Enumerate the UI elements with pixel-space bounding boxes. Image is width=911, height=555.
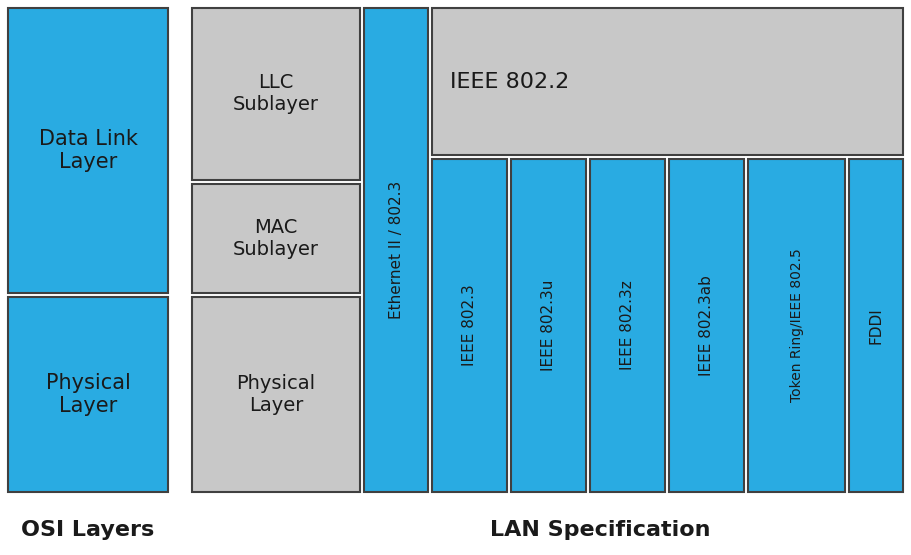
Bar [8,8,168,293]
Text: IEEE 802.3: IEEE 802.3 [462,285,477,366]
Text: Data Link
Layer: Data Link Layer [38,129,138,172]
Text: IEEE 802.3u: IEEE 802.3u [541,280,556,371]
Text: LAN Specification: LAN Specification [490,520,711,540]
Text: Ethernet II / 802.3: Ethernet II / 802.3 [388,181,404,319]
Text: IEEE 802.2: IEEE 802.2 [450,72,569,92]
Text: Physical
Layer: Physical Layer [237,374,315,415]
Bar [748,159,845,492]
Bar [849,159,903,492]
Text: Physical
Layer: Physical Layer [46,373,130,416]
Text: IEEE 802.3z: IEEE 802.3z [620,281,635,370]
Bar [192,297,360,492]
Text: MAC
Sublayer: MAC Sublayer [233,218,319,259]
Bar [192,184,360,293]
Text: Token Ring/IEEE 802.5: Token Ring/IEEE 802.5 [790,249,804,402]
Text: IEEE 802.3ab: IEEE 802.3ab [699,275,714,376]
Bar [511,159,586,492]
Bar [192,8,360,180]
Bar [590,159,665,492]
Bar [432,159,507,492]
Text: OSI Layers: OSI Layers [21,520,155,540]
Text: LLC
Sublayer: LLC Sublayer [233,73,319,114]
Bar [364,8,428,492]
Bar [432,8,903,155]
Text: FDDI: FDDI [868,307,884,344]
Bar [669,159,744,492]
Bar [8,297,168,492]
